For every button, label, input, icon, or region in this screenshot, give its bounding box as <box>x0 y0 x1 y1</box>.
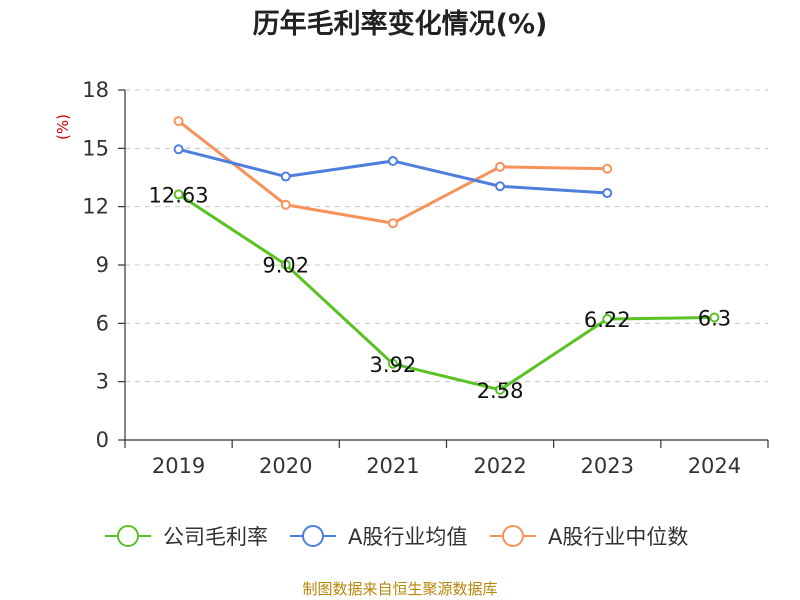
x-tick-label-2022: 2022 <box>473 454 526 478</box>
legend[interactable]: 公司毛利率 A股行业均值 A股行业中位数 <box>105 525 688 549</box>
y-tick-label-12: 12 <box>82 195 109 219</box>
legend-marker-1 <box>302 525 324 547</box>
legend-label-1: A股行业均值 <box>348 525 467 549</box>
data-label-5: 6.3 <box>698 307 731 331</box>
y-tick-label-6: 6 <box>96 311 109 335</box>
legend-label-0: 公司毛利率 <box>163 525 268 549</box>
y-tick-label-15: 15 <box>82 136 109 160</box>
legend-label-2: A股行业中位数 <box>548 525 688 549</box>
series-1 <box>173 144 613 199</box>
y-tick-label-9: 9 <box>96 253 109 277</box>
y-tick-label-18: 18 <box>82 78 109 102</box>
y-tick-label-0: 0 <box>96 428 109 452</box>
data-label-3: 2.58 <box>477 379 524 403</box>
data-point-2-3 <box>495 161 506 172</box>
x-tick-label-2023: 2023 <box>581 454 634 478</box>
data-point-0-3 <box>495 384 506 395</box>
data-point-1-2 <box>387 155 398 166</box>
series-line-0 <box>177 193 715 392</box>
data-point-1-3 <box>495 181 506 192</box>
series-layer <box>173 116 720 395</box>
legend-item-2[interactable]: A股行业中位数 <box>490 525 688 549</box>
x-tick-label-2021: 2021 <box>366 454 419 478</box>
series-2 <box>173 116 613 229</box>
data-point-0-4 <box>602 314 613 325</box>
x-tick-label-2019: 2019 <box>152 454 205 478</box>
data-point-2-0 <box>173 116 184 127</box>
legend-marker-2 <box>502 525 524 547</box>
data-point-0-1 <box>280 259 291 270</box>
data-point-2-1 <box>280 199 291 210</box>
y-axis-label: (%) <box>54 114 72 140</box>
data-point-1-1 <box>280 171 291 182</box>
data-label-1: 9.02 <box>262 254 309 278</box>
legend-item-1[interactable]: A股行业均值 <box>290 525 467 549</box>
grid-lines <box>125 89 768 383</box>
x-tick-label-2024: 2024 <box>688 454 741 478</box>
data-point-1-0 <box>173 144 184 155</box>
data-point-1-4 <box>602 188 613 199</box>
data-point-0-5 <box>709 312 720 323</box>
data-point-0-0 <box>173 189 184 200</box>
axes: 0 3 6 9 12 15 18 2019 2020 2021 2022 2023 2024 <box>82 78 769 478</box>
legend-item-0[interactable]: 公司毛利率 <box>105 525 268 549</box>
data-point-2-4 <box>602 163 613 174</box>
data-labels: 12.63 9.02 3.92 2.58 6.22 6.3 <box>149 183 732 402</box>
y-tick-label-3: 3 <box>96 370 109 394</box>
data-label-4: 6.22 <box>584 308 631 332</box>
chart-title: 历年毛利率变化情况(%) <box>253 8 548 40</box>
data-point-0-2 <box>387 358 398 369</box>
series-line-2 <box>177 119 608 225</box>
x-tick-label-2020: 2020 <box>259 454 312 478</box>
data-point-2-2 <box>387 218 398 229</box>
source-note: 制图数据来自恒生聚源数据库 <box>302 580 497 598</box>
data-label-0: 12.63 <box>149 183 209 207</box>
legend-marker-0 <box>117 525 139 547</box>
series-0 <box>173 189 720 395</box>
data-label-2: 3.92 <box>370 353 417 377</box>
